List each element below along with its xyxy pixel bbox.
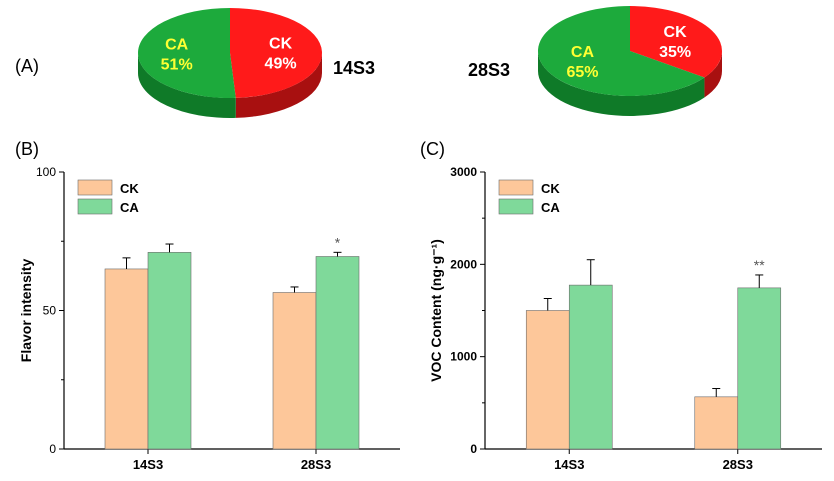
chart-b-bar-ck-14s3 (104, 268, 149, 450)
panel-label-a: (A) (15, 56, 39, 76)
bar-chart-voc-content: (C) 0 1000 2000 3000 VOC Content (ng·g⁻¹) 14S3… (420, 139, 822, 472)
panel-label-c: (C) (420, 139, 445, 159)
chart-b-legend-label-ca: CA (120, 200, 139, 215)
chart-c-xtick-label: 14S3 (554, 457, 584, 472)
pie-2-slice-ck (630, 6, 722, 78)
pie-panel: (A) CK 49% CA 51% 14S3 CK 35% CA 65% 28S3 (15, 6, 722, 118)
chart-b-legend-swatch-ca (77, 198, 113, 215)
chart-c-bar-ck-28s3 (694, 396, 739, 450)
pie-2-slice-ca-side (538, 51, 705, 117)
chart-b-legend-swatch-ck (77, 179, 113, 196)
chart-b-bar-ca-14s3 (147, 252, 192, 450)
pie-1-slice-ck-side (235, 53, 322, 118)
chart-b-xtick-label: 28S3 (301, 457, 331, 472)
chart-c-ytick-label: 0 (470, 442, 477, 456)
pie-1-slice-ck (230, 8, 323, 98)
pie-1-value-ca: 51% (161, 57, 193, 74)
chart-c-xtick-label: 28S3 (723, 457, 753, 472)
chart-b-ytick-label: 50 (43, 304, 57, 318)
chart-b-bar-ca-28s3 (315, 256, 360, 450)
chart-c-ytick-label: 3000 (450, 165, 477, 179)
pie-2-value-ck: 35% (659, 44, 691, 61)
pie-2-title: 28S3 (468, 60, 510, 80)
chart-c-bar-ca-28s3 (737, 287, 782, 450)
chart-c-legend-label-ca: CA (541, 200, 560, 215)
chart-c-ytick-label: 2000 (450, 257, 477, 271)
chart-c-legend-swatch-ck (498, 179, 534, 196)
chart-b-ytick-label: 0 (49, 442, 56, 456)
chart-b-ylabel: Flavor intensity (18, 259, 34, 363)
pie-2-value-ca: 65% (566, 64, 598, 81)
pie-2-label-ca: CA (571, 44, 595, 61)
pie-1-label-ck: CK (269, 35, 293, 52)
chart-b-legend-label-ck: CK (120, 181, 139, 196)
panel-label-b: (B) (15, 139, 39, 159)
pie-1-value-ck: 49% (265, 55, 297, 72)
chart-c-legend-swatch-ca (498, 198, 534, 215)
pie-1-slice-ca-side (138, 53, 236, 118)
chart-c-ylabel: VOC Content (ng·g⁻¹) (428, 239, 444, 382)
chart-c-bar-ca-14s3 (568, 284, 613, 450)
pie-1-label-ca: CA (165, 37, 189, 54)
pie-1-title: 14S3 (333, 58, 375, 78)
bar-chart-flavor-intensity: (B) 0 50 100 Flavor intensity 14S3 28S3 * CK CA (15, 139, 400, 472)
pie-2-slice-ck-side (704, 51, 722, 98)
chart-c-ytick-label: 1000 (450, 350, 477, 364)
pie-1-slice-ca (138, 8, 236, 98)
chart-b-bar-ck-28s3 (272, 292, 317, 450)
chart-b-xtick-label: 14S3 (133, 457, 163, 472)
chart-c-bar-ck-14s3 (525, 310, 570, 450)
pie-2-label-ck: CK (664, 24, 688, 41)
pie-2-slice-ca (538, 6, 705, 97)
chart-b-ytick-label: 100 (36, 165, 56, 179)
chart-c-legend-label-ck: CK (541, 181, 560, 196)
chart-c-significance-mark: ** (754, 257, 765, 273)
chart-b-significance-mark: * (335, 234, 341, 250)
